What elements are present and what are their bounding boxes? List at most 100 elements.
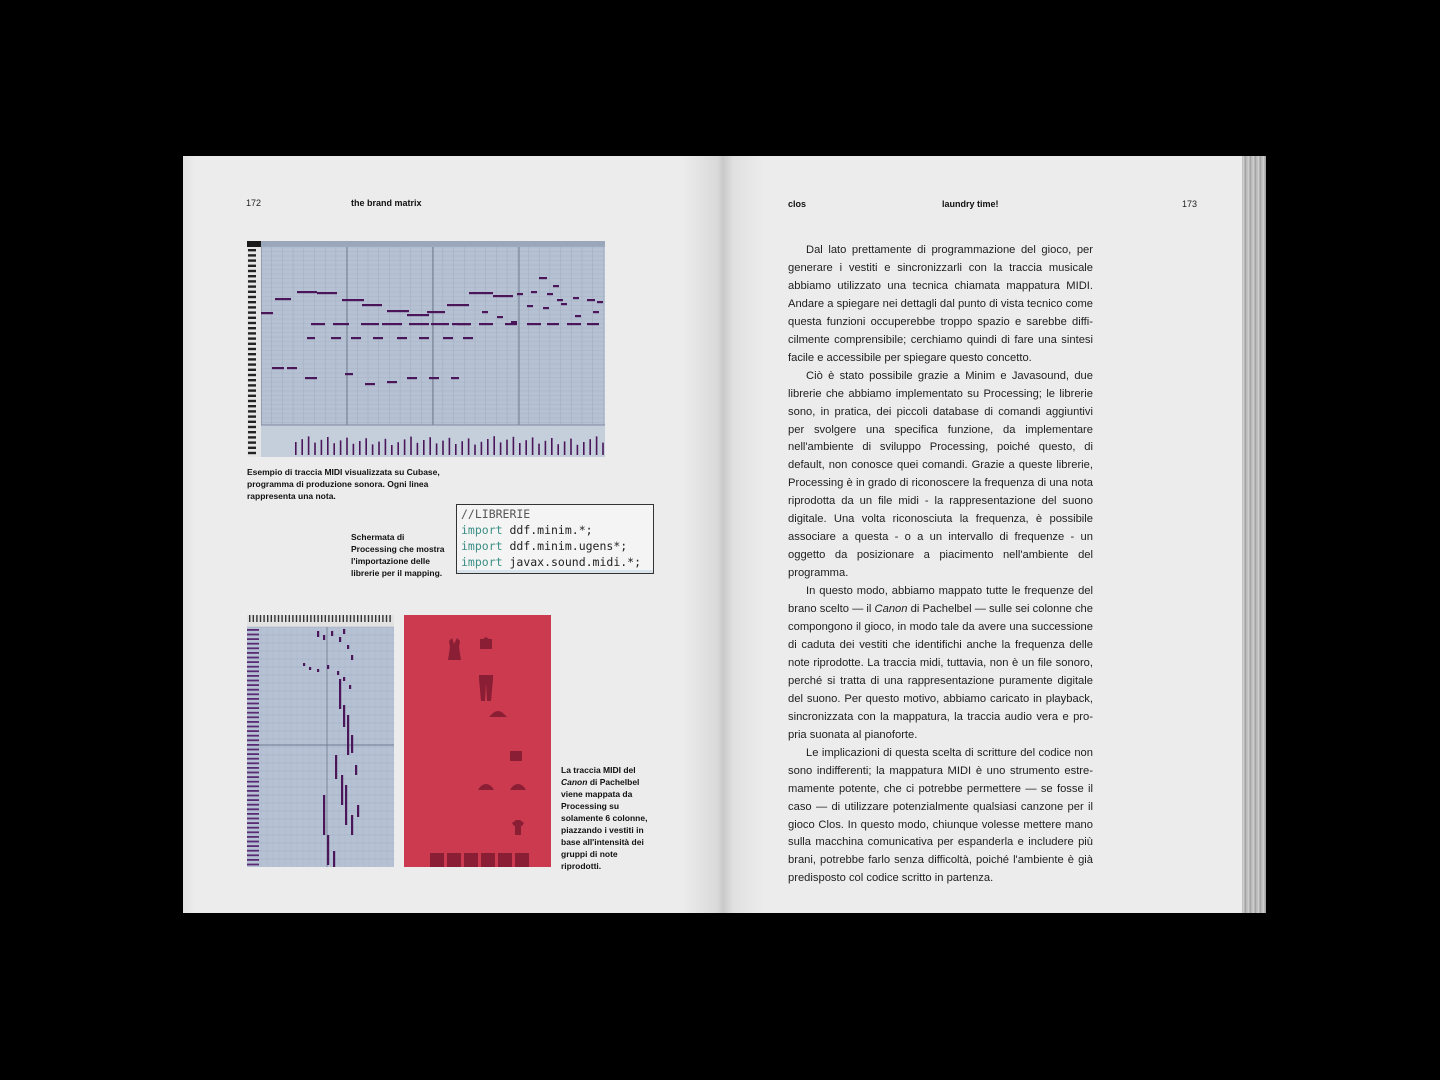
side-key	[247, 642, 259, 645]
velocity-bar	[480, 441, 483, 455]
hat-icon	[489, 711, 507, 717]
black-key	[248, 347, 256, 351]
black-key	[248, 368, 256, 371]
side-key	[247, 679, 259, 682]
midi-note	[553, 285, 559, 288]
midi-note	[351, 337, 361, 340]
black-key	[248, 311, 256, 314]
side-key	[247, 803, 259, 806]
black-key	[248, 321, 256, 325]
midi-note	[323, 795, 326, 835]
black-key	[248, 353, 256, 356]
dress-icon	[448, 638, 461, 660]
black-key	[248, 415, 256, 418]
velocity-bar	[531, 437, 534, 455]
midi-note	[517, 293, 523, 296]
black-key	[248, 269, 256, 273]
velocity-bar	[576, 444, 579, 455]
black-key	[360, 615, 362, 622]
velocity-bar	[455, 444, 457, 455]
side-key	[247, 799, 259, 801]
side-key	[247, 739, 259, 742]
black-key	[389, 615, 391, 622]
black-key	[346, 615, 348, 622]
midi-note	[327, 835, 330, 865]
velocity-bar	[487, 439, 489, 455]
black-key	[263, 615, 265, 622]
cubase-midi-piano-roll	[247, 241, 605, 457]
side-key	[247, 854, 259, 857]
black-key	[292, 615, 294, 622]
black-key	[306, 615, 308, 622]
midi-note	[427, 311, 445, 314]
side-key	[247, 670, 259, 673]
velocity-bar	[359, 441, 361, 455]
velocity-bar	[416, 442, 419, 455]
black-key	[335, 615, 337, 622]
black-key	[248, 373, 256, 377]
black-key	[353, 615, 355, 622]
velocity-bar	[551, 438, 553, 455]
midi-note	[287, 367, 297, 370]
black-key	[248, 405, 256, 408]
velocity-bar	[602, 442, 604, 455]
piano-keyboard	[247, 247, 261, 457]
midi-note	[365, 383, 375, 386]
velocity-bar	[391, 445, 393, 455]
midi-note	[357, 805, 360, 817]
black-key	[248, 264, 256, 267]
figure3-caption: La traccia MIDI del Canon di Pachelbel v…	[561, 765, 648, 871]
black-key	[270, 615, 272, 622]
side-key	[247, 711, 259, 714]
midi-note	[561, 303, 567, 306]
midi-note	[343, 629, 346, 634]
black-key	[248, 399, 256, 403]
right-running-head-left: clos	[788, 199, 807, 209]
black-key	[248, 451, 256, 455]
paragraph: Dal lato prettamente di programmazione d…	[788, 244, 1093, 364]
velocity-bar	[595, 436, 598, 455]
midi-note	[511, 321, 517, 324]
side-key	[247, 817, 259, 820]
midi-note	[361, 323, 379, 326]
black-key	[252, 615, 254, 622]
piano-roll-grid	[260, 246, 605, 457]
side-key	[247, 822, 259, 824]
velocity-bar	[467, 438, 470, 455]
code-text: javax.sound.midi.*;	[502, 555, 642, 569]
black-key	[378, 615, 380, 622]
velocity-bar	[493, 436, 495, 455]
side-key	[247, 762, 259, 765]
code-keyword: import	[461, 555, 503, 569]
side-key	[247, 716, 259, 719]
midi-note	[547, 293, 553, 296]
midi-note	[349, 685, 352, 689]
midi-note	[493, 295, 513, 298]
velocity-bar	[333, 443, 335, 455]
game-column-block	[464, 853, 478, 867]
midi-note	[597, 301, 603, 304]
black-key	[259, 615, 262, 622]
black-key	[324, 615, 326, 622]
tshirt-icon	[512, 820, 524, 835]
midi-note	[261, 312, 273, 315]
vertical-midi-piano-roll	[247, 615, 394, 867]
black-key	[382, 615, 384, 622]
side-key	[247, 845, 259, 847]
black-key	[342, 615, 344, 622]
paragraph: Le implicazioni di questa scelta di scri…	[788, 746, 1093, 885]
black-key	[364, 615, 366, 622]
midi-note	[387, 310, 409, 313]
paragraph: In questo modo, abbiamo mappato tutte le…	[788, 585, 1093, 741]
black-key	[248, 290, 256, 293]
velocity-bar	[519, 443, 521, 455]
black-key	[267, 615, 269, 622]
black-key	[248, 337, 256, 340]
black-key	[295, 615, 298, 622]
black-key	[248, 394, 256, 397]
shorts-icon	[510, 751, 522, 761]
velocity-bar	[346, 437, 348, 455]
black-key	[375, 615, 377, 622]
midi-note	[305, 377, 317, 380]
side-key	[247, 757, 259, 760]
